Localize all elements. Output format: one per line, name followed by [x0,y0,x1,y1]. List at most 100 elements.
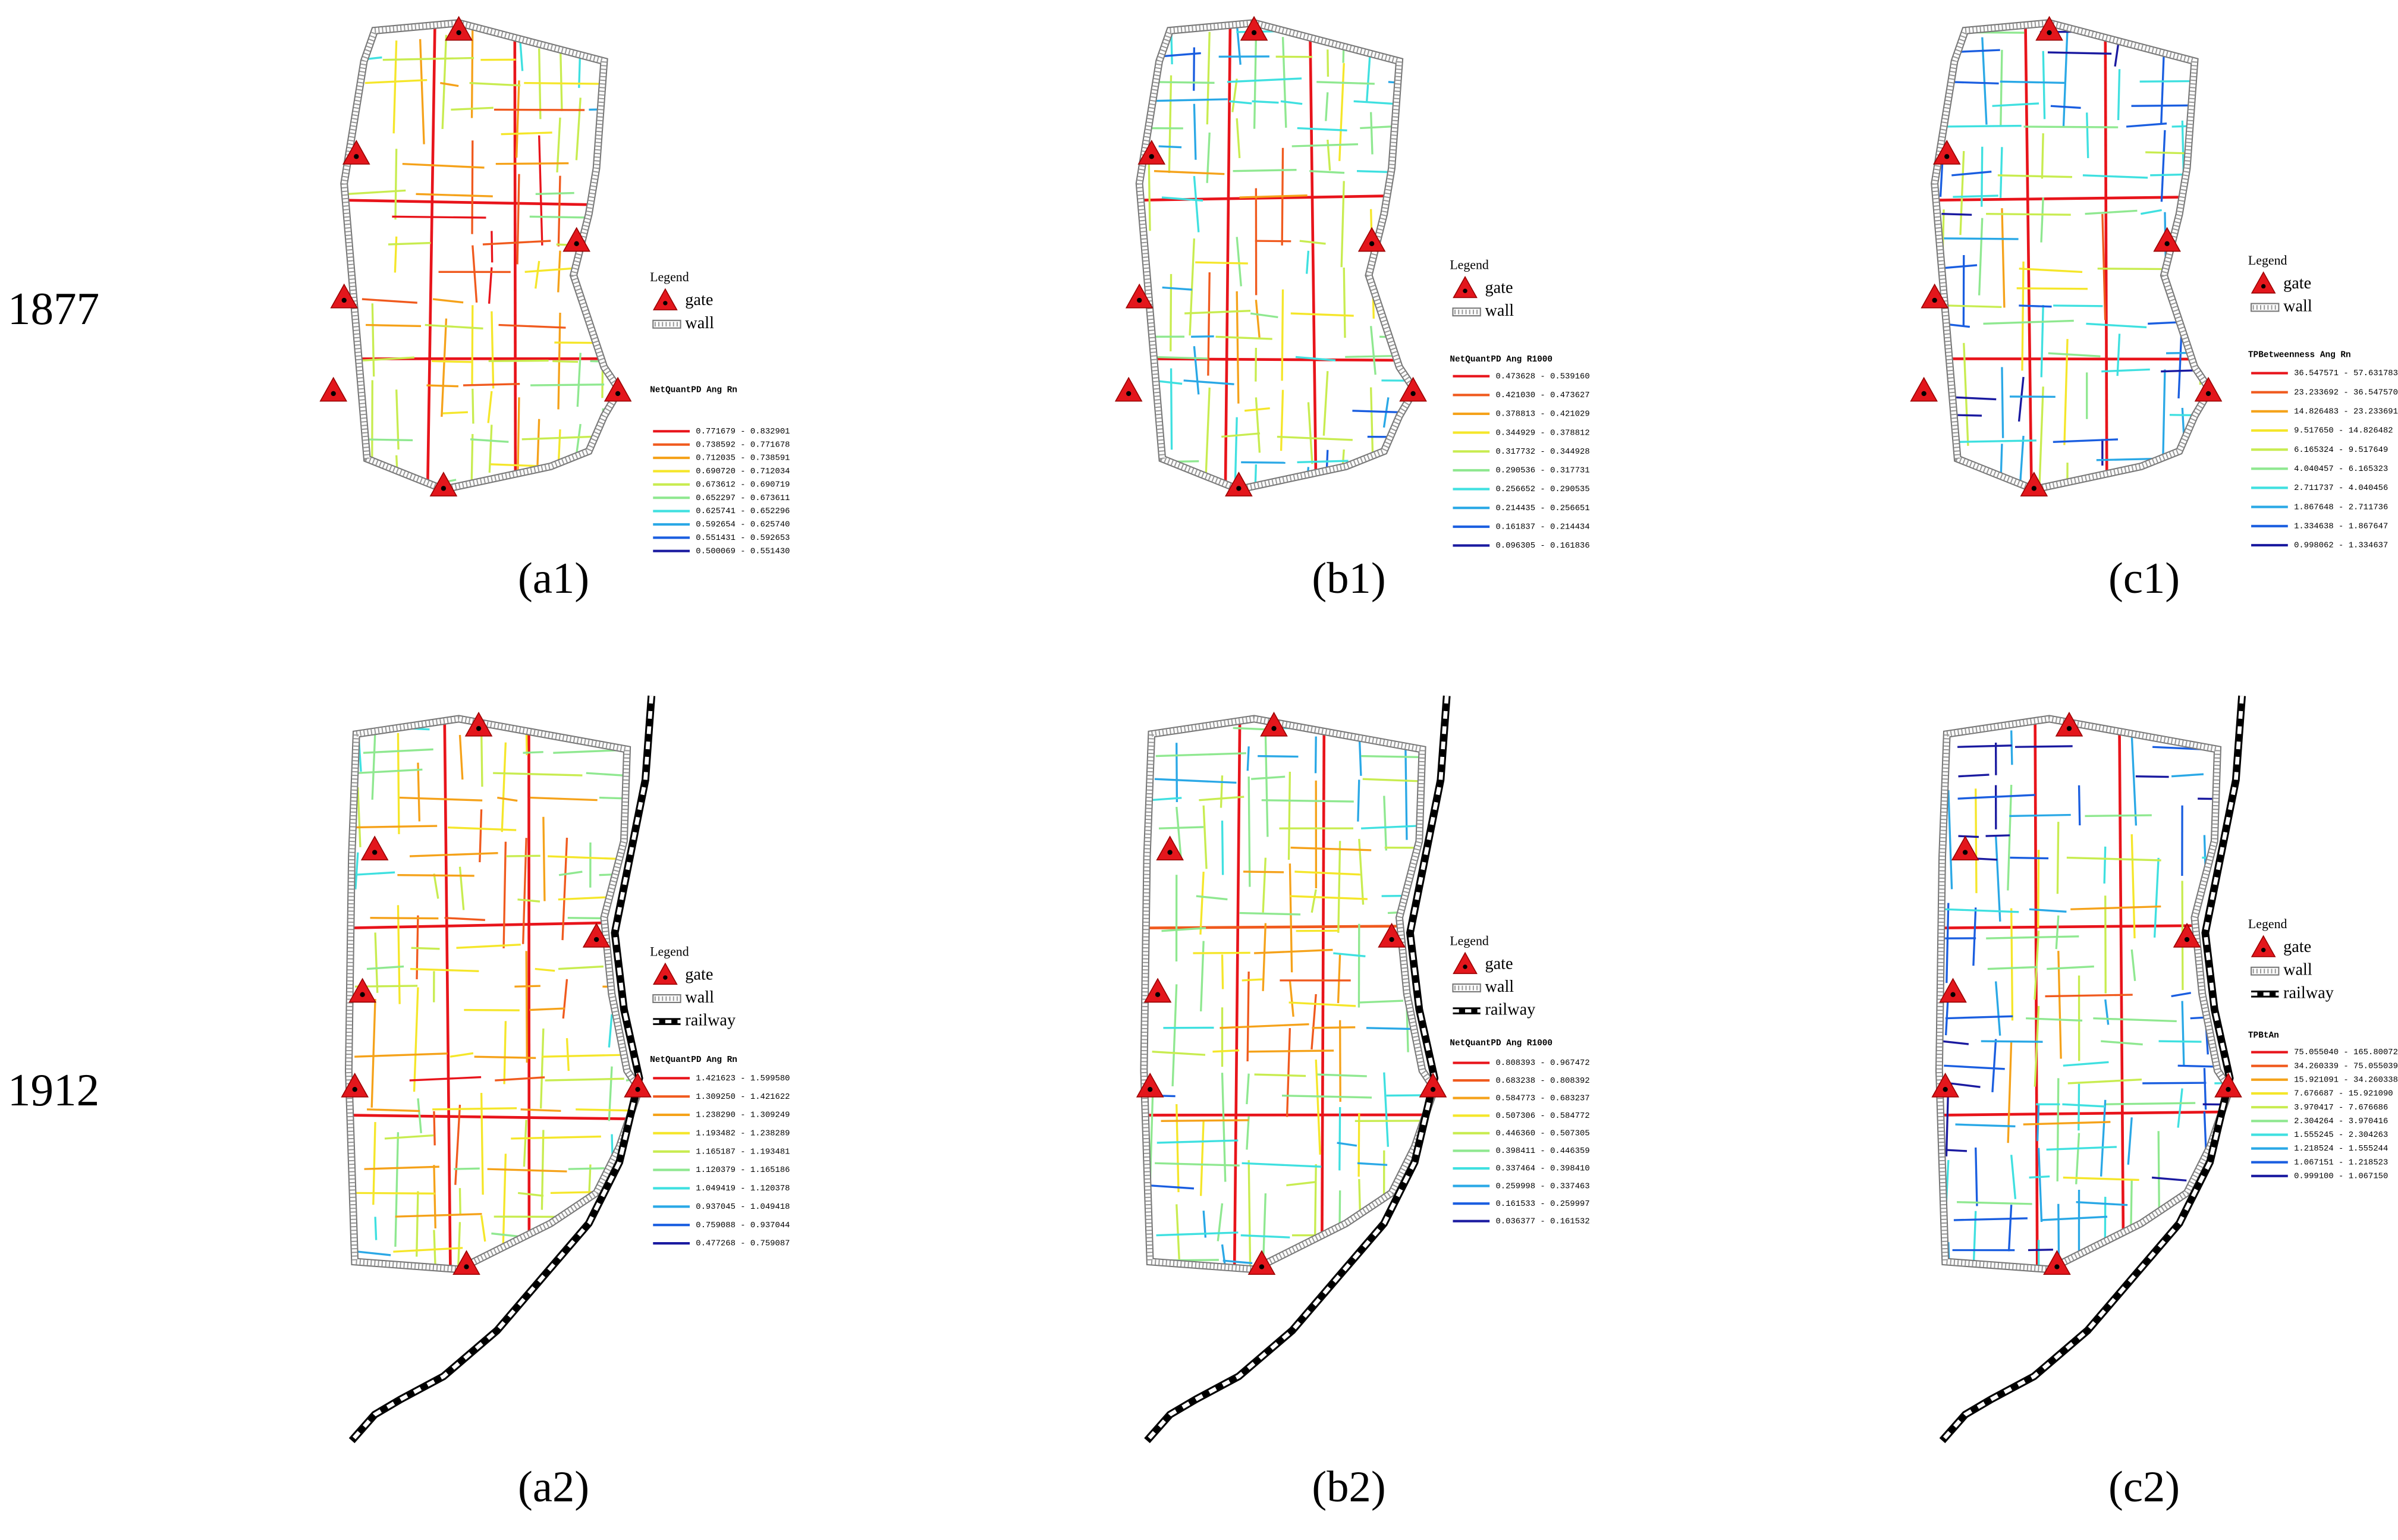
gate-dot [1410,391,1416,397]
street [1254,948,1333,954]
gate-dot [476,726,482,731]
street [1221,432,1261,438]
legend-range: 6.165324 - 9.517649 [2294,445,2388,455]
street [1947,304,2002,309]
street [1242,978,1263,982]
street [357,787,362,847]
street [392,40,398,134]
street [2160,130,2166,202]
gate-dot [2261,284,2266,289]
street [2096,478,2160,482]
street [463,382,520,386]
legend-range: 1.049419 - 1.120378 [696,1184,790,1193]
street [1250,312,1278,319]
street [535,191,574,196]
street [354,1052,448,1058]
gate [341,1072,369,1098]
street [1999,147,2003,198]
gate [464,711,493,737]
railway [1941,696,2244,1442]
gate-dot [1137,297,1142,303]
wall [1136,20,1418,492]
street [1357,1162,1388,1166]
map-panel [1114,15,1427,496]
street [1397,1258,1435,1262]
street [513,23,517,490]
street [431,360,472,363]
street [1991,1039,1997,1093]
legend-range: 1.421623 - 1.599580 [696,1074,790,1083]
row-label: 1912 [8,1064,99,1115]
legend-range: 0.998062 - 1.334637 [2294,541,2388,551]
street [1158,145,1182,149]
gate-dot [615,391,621,397]
street [523,1120,527,1167]
street [565,1038,570,1071]
legend-symbol-label: wall [2283,297,2312,315]
legend-range: 0.259998 - 0.337463 [1495,1181,1589,1191]
street [399,796,483,802]
street [1345,354,1415,359]
street [374,1261,377,1269]
street [1224,23,1232,490]
street [450,1052,474,1058]
legend-field: TPBetweenness Ang Rn [2248,351,2351,360]
street [2116,334,2121,376]
street [608,1014,613,1048]
street [493,772,583,777]
legend-range: 0.738592 - 0.771678 [696,440,790,450]
street [451,106,494,111]
gate [360,835,389,861]
street [1227,77,1302,83]
street [487,391,493,423]
street [372,1122,376,1205]
gate [1951,835,1979,861]
street [1958,835,1979,838]
street [2063,1176,2139,1181]
gate [2251,935,2276,957]
street [1231,78,1238,112]
legend-range: 0.592654 - 0.625740 [696,520,790,530]
gate-dot [1463,964,1467,969]
gate-dot [1921,391,1926,397]
street [2010,1155,2017,1199]
legend-field: NetQuantPD Ang Rn [650,1055,737,1065]
street [1318,31,1396,34]
street [1290,895,1368,900]
street [614,914,640,919]
street [347,189,406,196]
street [1155,1162,1240,1167]
street [1337,841,1341,933]
street [2130,949,2136,981]
street [2047,965,2094,970]
street [416,193,493,197]
street [501,742,507,832]
legend-range: 0.808393 - 0.967472 [1495,1058,1589,1068]
street [410,967,479,972]
street [2221,1249,2230,1253]
street [1168,75,1173,174]
street [1151,81,1215,84]
street [1220,1023,1309,1029]
street [1262,857,1267,913]
gate [319,376,348,402]
street [2026,1017,2083,1022]
street [2001,208,2006,308]
map-panel [319,15,632,496]
gate-dot [1155,992,1161,997]
street [1997,174,2072,178]
street [1246,1073,1250,1105]
street [464,1008,520,1011]
street [491,1232,522,1238]
wall [341,20,623,492]
street [535,260,540,289]
street [392,215,486,219]
street [557,250,561,293]
street [2038,386,2044,490]
gate-dot [1962,850,1968,855]
street [617,381,620,386]
street [2153,857,2160,938]
street [1156,1139,1239,1144]
street [1383,1072,1390,1147]
street [576,423,582,453]
